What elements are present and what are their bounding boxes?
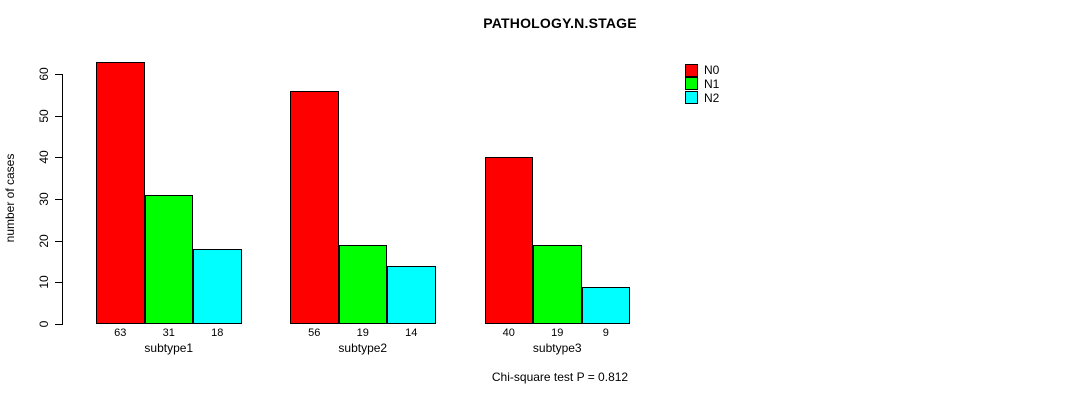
y-tick-mark: [55, 324, 62, 325]
y-tick-label: 10: [37, 275, 51, 290]
y-tick-mark: [55, 115, 62, 117]
bar-N1-subtype3: [533, 244, 582, 324]
y-tick-label: 50: [37, 108, 51, 123]
bar-value-label: 63: [114, 327, 127, 339]
y-tick-mark: [55, 199, 62, 200]
legend-label: N2: [704, 90, 720, 105]
bar-value-label: 18: [211, 327, 224, 339]
legend-label: N1: [704, 76, 720, 91]
y-axis-line: [62, 74, 63, 325]
bar-N1-subtype2: [338, 244, 387, 324]
bar-value-label: 9: [602, 327, 609, 339]
bar-N0-subtype2: [290, 90, 339, 324]
legend-row-N0: N0: [685, 63, 720, 77]
bar-N2-subtype3: [581, 286, 630, 324]
chart-title: PATHOLOGY.N.STAGE: [483, 15, 637, 31]
y-tick-label: 20: [37, 233, 51, 248]
bar-value-label: 56: [308, 327, 321, 339]
legend-swatch-N1: [685, 77, 698, 91]
bar-N0-subtype3: [484, 157, 533, 324]
y-axis-label: number of cases: [3, 153, 17, 243]
bar-N0-subtype1: [96, 61, 145, 324]
y-tick-mark: [55, 282, 62, 284]
y-tick-mark: [55, 157, 62, 159]
y-tick-label: 0: [37, 320, 51, 328]
chi-square-annotation: Chi-square test P = 0.812: [491, 370, 629, 384]
bar-N2-subtype2: [387, 265, 436, 324]
legend-swatch-N0: [685, 63, 698, 77]
category-label-subtype2: subtype2: [338, 341, 388, 355]
y-tick-mark: [55, 240, 62, 242]
category-label-subtype3: subtype3: [532, 341, 582, 355]
bar-value-label: 31: [162, 327, 175, 339]
y-tick-label: 60: [37, 67, 51, 81]
legend-label: N0: [704, 63, 720, 77]
y-tick-mark: [55, 74, 62, 75]
legend-swatch-N2: [685, 91, 698, 105]
y-tick-label: 40: [37, 150, 51, 165]
category-label-subtype1: subtype1: [144, 341, 194, 355]
bar-N2-subtype1: [193, 249, 242, 324]
y-tick-label: 30: [37, 192, 51, 206]
legend-row-N2: N2: [685, 90, 720, 105]
legend: N0 N1 N2: [685, 63, 720, 105]
bar-value-label: 19: [356, 327, 369, 339]
bar-value-label: 40: [502, 327, 515, 339]
bar-value-label: 19: [551, 327, 564, 339]
bar-value-label: 14: [405, 327, 418, 339]
legend-row-N1: N1: [685, 76, 720, 91]
bar-N1-subtype1: [144, 194, 193, 324]
